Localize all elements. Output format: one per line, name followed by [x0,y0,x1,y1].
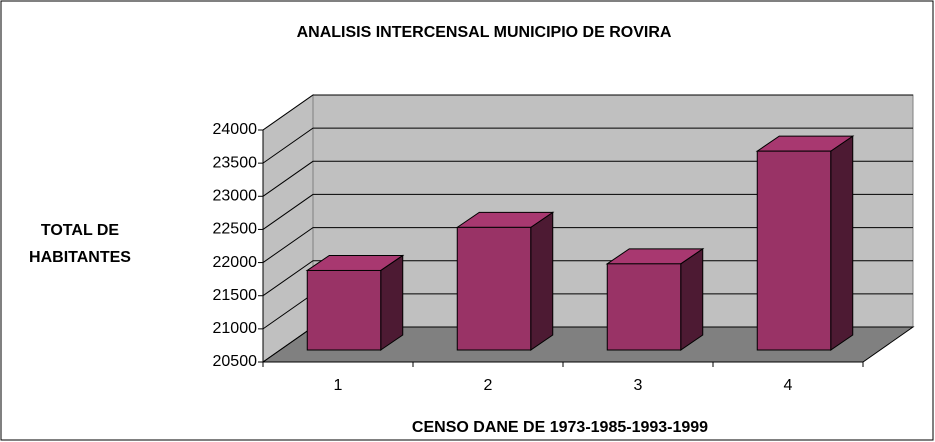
y-tick-label: 22500 [213,221,258,238]
x-axis-label: CENSO DANE DE 1973-1985-1993-1999 [412,419,708,436]
grid-line [262,260,913,297]
x-tick-label: 1 [334,377,343,394]
bar [755,135,855,351]
y-tick-label: 23000 [213,188,258,205]
grid-line [262,227,913,263]
bar [305,254,405,351]
side-wall [262,94,314,363]
bar [605,247,705,351]
bar-front [756,150,832,351]
bar-side [680,247,704,351]
bar-front [306,269,382,351]
bar-front [606,263,682,351]
y-tick-label: 21500 [213,287,258,304]
bars [305,135,855,351]
y-tick-label: 21000 [213,320,258,337]
y-tick-label: 24000 [213,121,258,138]
bar-side [830,135,854,351]
grid-line [262,160,913,197]
grid-line [262,193,913,230]
y-tick-label: 22000 [213,254,258,271]
x-tick-label: 4 [784,377,793,394]
bar-front [456,226,532,351]
grid-line [262,94,913,131]
bar-side [380,254,404,351]
y-tick-label: 20500 [213,353,258,370]
y-axis-label: HABITANTES [29,249,131,266]
y-axis-label: TOTAL DE [41,222,120,239]
grid-line [262,127,913,164]
x-tick-label: 3 [634,377,643,394]
bar [455,211,555,351]
bar-side [530,211,554,351]
y-tick-label: 23500 [213,154,258,171]
chart-title: ANALISIS INTERCENSAL MUNICIPIO DE ROVIRA [297,24,672,41]
x-tick-label: 2 [484,377,493,394]
